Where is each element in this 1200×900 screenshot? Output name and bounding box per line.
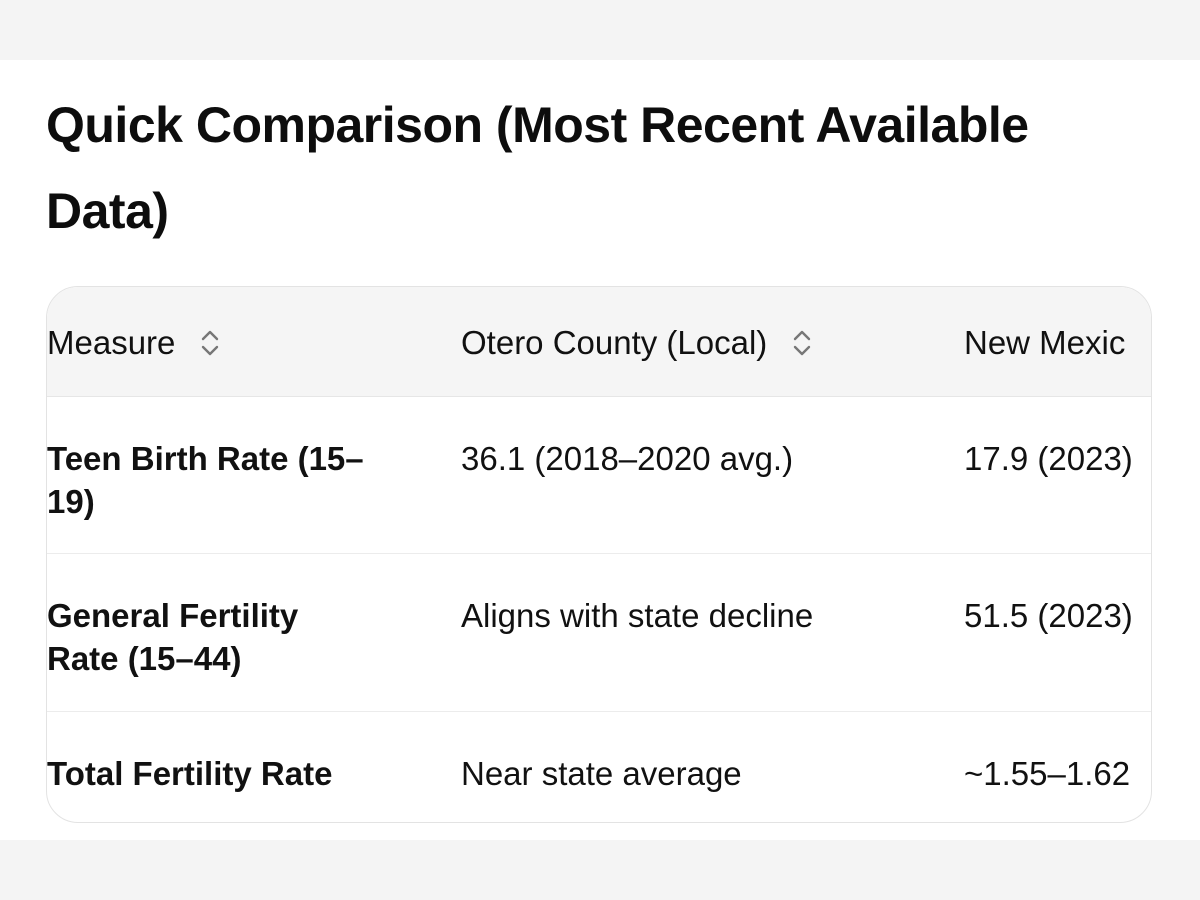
comparison-table: Measure Otero County (Local) New Mexic T… [46, 286, 1152, 823]
column-header-new-mexico[interactable]: New Mexic [964, 321, 1125, 364]
row-measure-cell: General Fertility Rate (15–44) [47, 597, 299, 677]
row-otero-cell: Aligns with state decline [461, 597, 814, 634]
column-header-otero-label: Otero County (Local) [461, 324, 768, 361]
row-nm-cell: 51.5 (2023) [964, 597, 1133, 634]
section-heading: Quick Comparison (Most Recent Available … [46, 97, 1029, 239]
table-row: General Fertility Rate (15–44) Aligns wi… [47, 554, 1151, 712]
content-area: Quick Comparison (Most Recent Available … [0, 60, 1200, 840]
row-nm-cell: 17.9 (2023) [964, 440, 1133, 477]
top-background [0, 0, 1200, 60]
sort-updown-icon[interactable] [791, 326, 813, 360]
column-header-nm-label: New Mexic [964, 324, 1126, 361]
row-measure-cell: Total Fertility Rate [47, 755, 333, 792]
column-header-measure-label: Measure [47, 324, 176, 361]
row-otero-cell: 36.1 (2018–2020 avg.) [461, 440, 794, 477]
row-measure-cell: Teen Birth Rate (15–19) [47, 440, 364, 520]
column-header-measure[interactable]: Measure [47, 321, 221, 364]
table-row: Total Fertility Rate Near state average … [47, 712, 1151, 822]
column-header-otero-county[interactable]: Otero County (Local) [461, 321, 813, 364]
table-row: Teen Birth Rate (15–19) 36.1 (2018–2020 … [47, 397, 1151, 554]
sort-updown-icon[interactable] [199, 326, 221, 360]
table-header-row: Measure Otero County (Local) New Mexic [47, 287, 1151, 397]
row-nm-cell: ~1.55–1.62 [964, 755, 1131, 792]
bottom-background [0, 840, 1200, 900]
row-otero-cell: Near state average [461, 755, 742, 792]
